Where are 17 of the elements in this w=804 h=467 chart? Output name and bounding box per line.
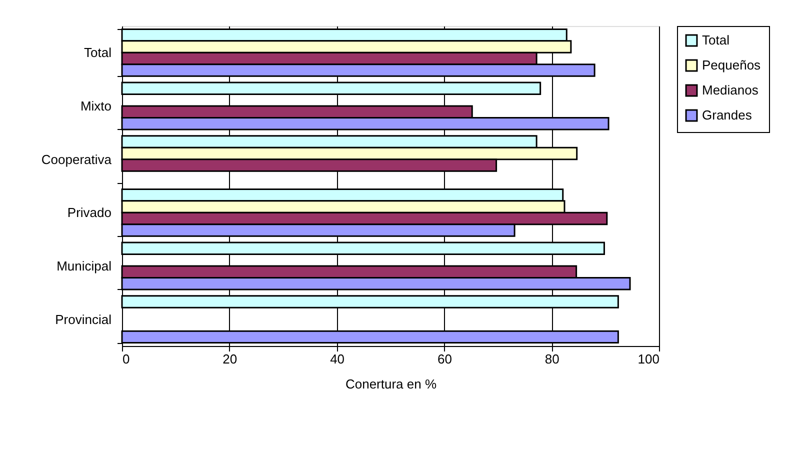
x-tick-label: 80	[544, 352, 560, 366]
x-tick-label: 40	[330, 352, 345, 366]
y-tick-label: Total	[84, 45, 112, 60]
legend-label: Pequeños	[702, 58, 762, 72]
x-tick-label: 20	[222, 352, 238, 366]
y-tick-label: Mixto	[80, 98, 112, 114]
legend-label: Medianos	[702, 82, 759, 98]
x-tick-label: 0	[122, 352, 130, 366]
y-tick-label: Municipal	[56, 258, 112, 274]
x-tick-label: 60	[437, 352, 452, 366]
y-tick-label: Provincial	[55, 312, 112, 327]
x-tick-label: 100	[638, 352, 660, 366]
y-tick-label: Cooperativa	[41, 152, 112, 167]
y-tick-label: Privado	[67, 205, 112, 220]
x-axis-title: Conertura en %	[345, 376, 437, 392]
legend-label: Grandes	[702, 108, 752, 122]
legend-label: Total	[702, 32, 730, 48]
